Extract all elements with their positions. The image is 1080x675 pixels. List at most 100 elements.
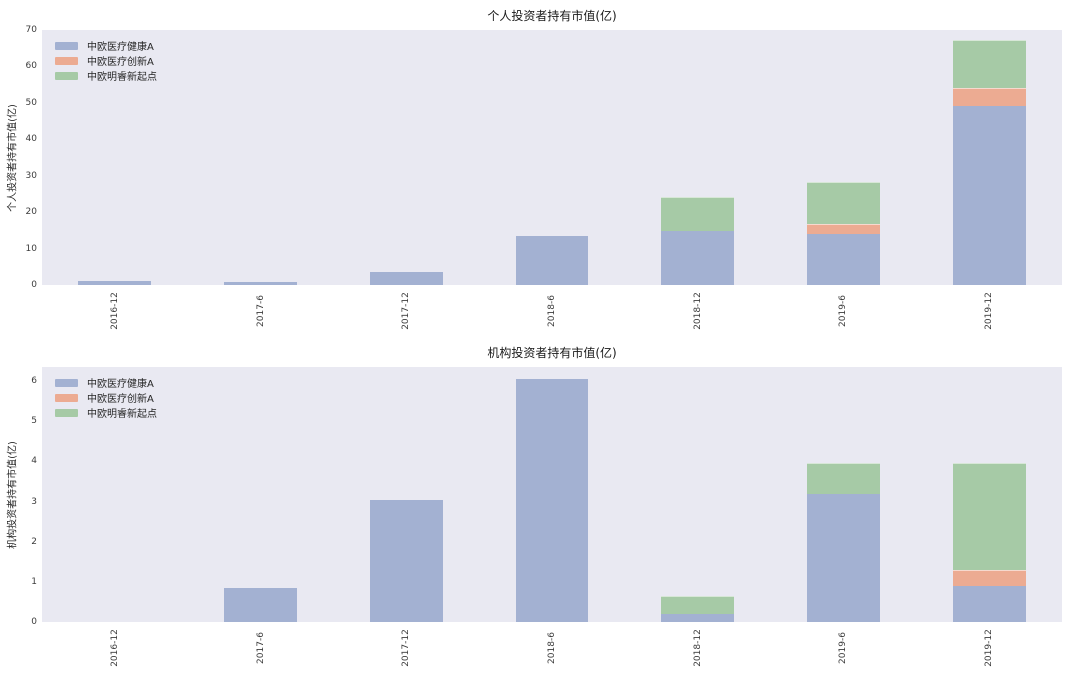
stacked-bar: [807, 463, 880, 622]
bar-slot-2019-12: [916, 30, 1062, 285]
x-tick-label: 2019-6: [838, 295, 849, 327]
y-axis-label: 机构投资者持有市值(亿): [4, 367, 19, 622]
x-tick-label: 2016-12: [109, 629, 120, 667]
stacked-bar: [224, 282, 297, 285]
legend-item: 中欧明睿新起点: [55, 405, 157, 420]
bar-segment-blue: [952, 585, 1026, 622]
chart-title: 机构投资者持有市值(亿): [487, 346, 617, 360]
subplot-gap: [0, 334, 1080, 344]
y-axis-ticks: 0 10 20 30 40 50 60 70: [18, 25, 42, 290]
bar-slot-2018-12: [625, 30, 771, 285]
y-tick-label: 60: [25, 61, 37, 72]
x-tick-label: 2018-12: [692, 292, 703, 330]
legend-swatch-orange: [55, 393, 78, 402]
legend-swatch-blue: [55, 41, 78, 50]
y-tick-label: 50: [25, 97, 37, 108]
bar-slot-2017-12: [333, 367, 479, 622]
bar-segment-green: [661, 595, 735, 614]
bar-segment-green: [952, 39, 1026, 88]
bar-slot-2018-6: [479, 30, 625, 285]
x-axis-labels: 2016-12 2017-6 2017-12 2018-6 2018-12 2019-6 2…: [42, 288, 1062, 334]
y-tick-label: 10: [25, 243, 37, 254]
legend-item: 中欧明睿新起点: [55, 68, 157, 83]
stacked-bar: [661, 196, 735, 285]
x-tick-cell: 2018-12: [625, 625, 771, 671]
y-axis-label-text: 机构投资者持有市值(亿): [7, 440, 19, 549]
y-axis-label: 个人投资者持有市值(亿): [4, 30, 19, 285]
bar-slot-2017-6: [188, 30, 334, 285]
bar-segment-blue: [78, 280, 152, 285]
y-tick-label: 1: [31, 576, 37, 587]
bar-slot-2018-12: [625, 367, 771, 622]
x-tick-label: 2018-6: [547, 632, 558, 664]
x-tick-label: 2016-12: [109, 292, 120, 330]
bar-segment-blue: [515, 379, 589, 622]
legend-swatch-green: [55, 71, 78, 80]
x-tick-cell: 2018-12: [625, 288, 771, 334]
bar-segment-green: [807, 463, 880, 494]
legend-label: 中欧明睿新起点: [87, 72, 157, 83]
chart-title: 个人投资者持有市值(亿): [487, 9, 617, 23]
x-tick-cell: 2019-6: [771, 625, 917, 671]
plot-area: 中欧医疗健康A 中欧医疗创新A 中欧明睿新起点: [42, 367, 1062, 622]
bar-segment-blue: [369, 499, 443, 622]
x-tick-cell: 2016-12: [42, 288, 188, 334]
chart-individual-investors: 个人投资者持有市值(亿) 个人投资者持有市值(亿) 0 10 20 30 40 50 60 7…: [0, 7, 1080, 334]
x-axis-spacer: [4, 288, 42, 334]
stacked-bar: [952, 463, 1026, 622]
x-tick-label: 2017-12: [401, 292, 412, 330]
x-axis-labels: 2016-12 2017-6 2017-12 2018-6 2018-12 2019-6 2…: [42, 625, 1062, 671]
y-tick-label: 5: [31, 416, 37, 427]
bar-segment-blue: [224, 587, 297, 622]
stacked-bar: [369, 499, 443, 622]
bar-segment-orange: [952, 87, 1026, 106]
x-tick-label: 2019-6: [838, 632, 849, 664]
y-tick-label: 0: [31, 280, 37, 290]
bar-slot-2019-6: [771, 30, 917, 285]
bar-slot-2019-6: [771, 367, 917, 622]
x-tick-cell: 2017-12: [333, 625, 479, 671]
bar-segment-blue: [661, 613, 735, 622]
x-tick-cell: 2017-12: [333, 288, 479, 334]
x-tick-label: 2018-6: [547, 295, 558, 327]
legend: 中欧医疗健康A 中欧医疗创新A 中欧明睿新起点: [55, 38, 157, 83]
x-tick-cell: 2018-6: [479, 288, 625, 334]
x-axis-row: 2016-12 2017-6 2017-12 2018-6 2018-12 2019-6 2…: [4, 288, 1080, 334]
bar-segment-green: [807, 182, 880, 225]
x-tick-cell: 2016-12: [42, 625, 188, 671]
x-tick-label: 2019-12: [984, 629, 995, 667]
legend-swatch-green: [55, 408, 78, 417]
y-axis-ticks: 0 1 2 3 4 5 6: [18, 367, 42, 627]
legend-item: 中欧医疗健康A: [55, 375, 157, 390]
x-tick-cell: 2017-6: [188, 288, 334, 334]
stacked-bar: [78, 280, 152, 285]
x-tick-cell: 2019-12: [916, 288, 1062, 334]
bar-segment-blue: [224, 282, 297, 285]
x-tick-label: 2018-12: [692, 629, 703, 667]
stacked-bar: [515, 379, 589, 622]
stacked-bar: [515, 235, 589, 285]
y-axis-label-text: 个人投资者持有市值(亿): [7, 103, 19, 212]
bar-segment-blue: [515, 235, 589, 285]
plot-area: 中欧医疗健康A 中欧医疗创新A 中欧明睿新起点: [42, 30, 1062, 285]
bar-segment-blue: [807, 234, 880, 285]
legend-label: 中欧医疗创新A: [87, 394, 154, 405]
x-tick-cell: 2017-6: [188, 625, 334, 671]
legend-label: 中欧医疗健康A: [87, 379, 154, 390]
legend-swatch-orange: [55, 56, 78, 65]
x-tick-label: 2017-6: [255, 632, 266, 664]
stacked-bar: [224, 587, 297, 622]
chart-institutional-investors: 机构投资者持有市值(亿) 机构投资者持有市值(亿) 0 1 2 3 4 5 6 中欧医疗健康…: [0, 344, 1080, 671]
legend: 中欧医疗健康A 中欧医疗创新A 中欧明睿新起点: [55, 375, 157, 420]
bar-slot-2019-12: [916, 367, 1062, 622]
y-tick-label: 2: [31, 536, 37, 547]
legend-item: 中欧医疗创新A: [55, 53, 157, 68]
x-tick-cell: 2019-6: [771, 288, 917, 334]
x-tick-label: 2017-12: [401, 629, 412, 667]
bar-segment-orange: [807, 224, 880, 234]
bar-slot-2018-6: [479, 367, 625, 622]
x-tick-cell: 2019-12: [916, 625, 1062, 671]
stacked-bar: [661, 595, 735, 622]
y-tick-label: 20: [25, 207, 37, 218]
bar-segment-green: [661, 196, 735, 232]
